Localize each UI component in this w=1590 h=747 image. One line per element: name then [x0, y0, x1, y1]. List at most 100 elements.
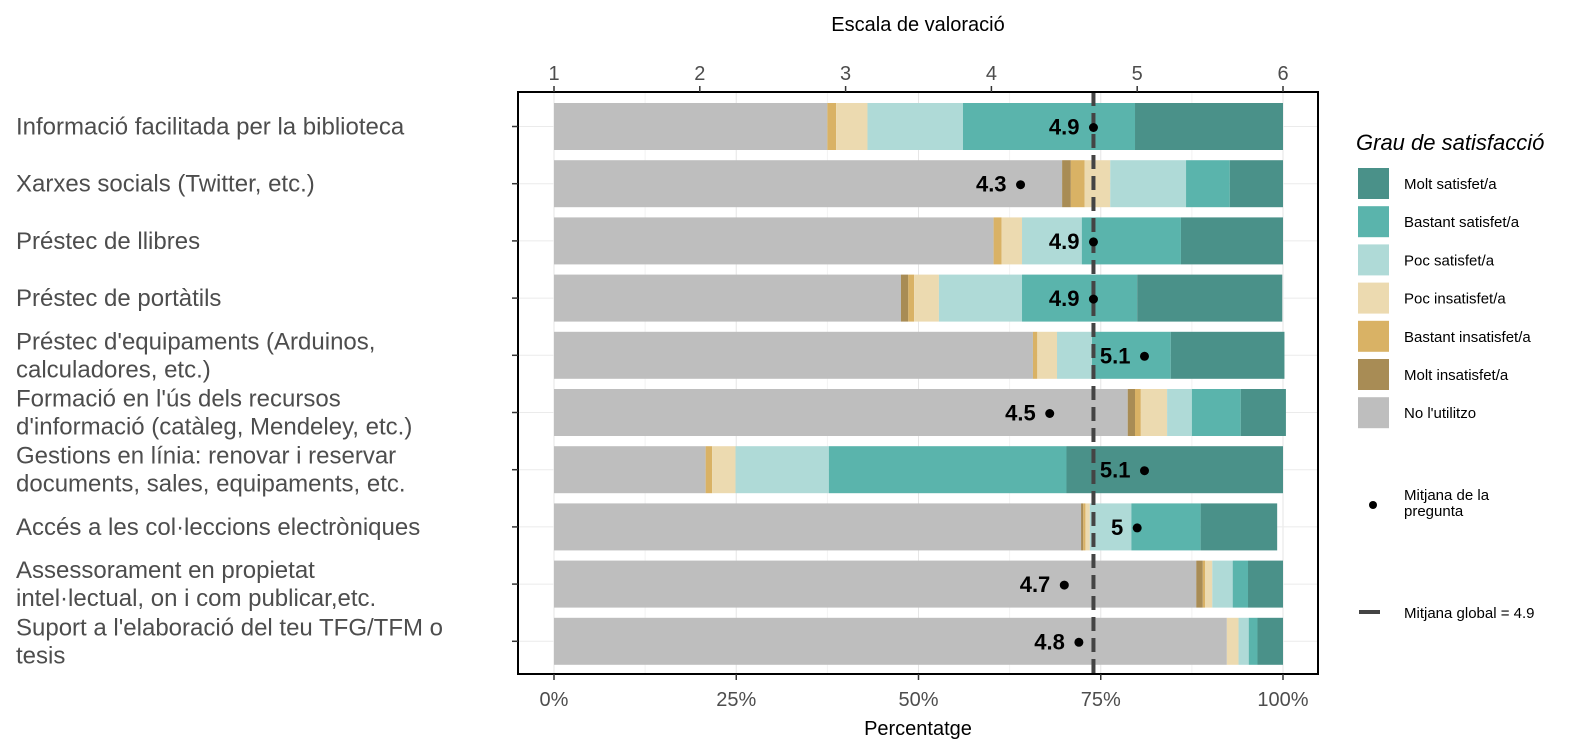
bar-segment — [554, 503, 1081, 550]
bar-segment — [1002, 217, 1022, 264]
bar-segment — [1083, 503, 1085, 550]
mean-label: 4.7 — [1020, 572, 1051, 597]
bar-segment — [1186, 160, 1230, 207]
category-label: Gestions en línia: renovar i reservar doc… — [16, 443, 406, 498]
legend-global-mean-label: Mitjana global = 4.9 — [1404, 605, 1535, 622]
legend-label: Molt satisfet/a — [1404, 176, 1497, 193]
legend-mean-point-label: Mitjana de la pregunta — [1404, 487, 1490, 520]
bar-segment — [1135, 389, 1141, 436]
bottom-tick-label: 0% — [540, 689, 569, 711]
bar-segment — [836, 103, 867, 150]
legend-key — [1358, 359, 1389, 390]
bar-segment — [914, 275, 939, 322]
bottom-tick-label: 25% — [716, 689, 756, 711]
legend-label: No l'utilitzo — [1404, 405, 1476, 422]
bar-segment — [712, 446, 735, 493]
mean-point — [1089, 123, 1098, 132]
bar-segment — [1037, 332, 1057, 379]
legend-key — [1358, 168, 1389, 199]
bar-segment — [939, 275, 1022, 322]
bar-segment — [1085, 503, 1089, 550]
category-label: Préstec d'equipaments (Arduinos, calculad… — [16, 328, 375, 383]
bars — [554, 103, 1286, 665]
mean-label: 5.1 — [1100, 458, 1131, 483]
bar-segment — [1249, 618, 1258, 665]
bar-segment — [908, 275, 914, 322]
bar-segment — [994, 217, 1002, 264]
legend-key — [1358, 321, 1389, 352]
mean-point — [1140, 466, 1149, 475]
bar-segment — [1081, 503, 1083, 550]
mean-point — [1016, 180, 1025, 189]
category-label: Formació en l'ús dels recursos d'informac… — [16, 386, 412, 441]
bar-segment — [554, 561, 1196, 608]
bar-segment — [554, 446, 706, 493]
bar-segment — [901, 275, 908, 322]
legend-label: Molt insatisfet/a — [1404, 367, 1509, 384]
mean-label: 5.1 — [1100, 343, 1131, 368]
category-label: Informació facilitada per la biblioteca — [16, 114, 405, 141]
legend: Grau de satisfacció Molt satisfet/a Basta… — [1356, 130, 1544, 622]
category-label: Assessorament en propietat intel·lectual,… — [16, 557, 376, 612]
bar-segment — [1057, 332, 1092, 379]
legend-label: Poc insatisfet/a — [1404, 291, 1506, 308]
mean-label: 4.3 — [976, 172, 1007, 197]
bar-segment — [736, 446, 829, 493]
legend-key — [1358, 283, 1389, 314]
top-tick-label: 5 — [1132, 63, 1143, 85]
mean-point — [1089, 237, 1098, 246]
top-axis-title: Escala de valoració — [831, 14, 1004, 36]
bar-segment — [1227, 618, 1239, 665]
legend-key — [1358, 397, 1389, 428]
legend-mean-point — [1369, 501, 1377, 509]
bar-segment — [554, 618, 1227, 665]
mean-label: 4.9 — [1049, 286, 1080, 311]
bar-segment — [1230, 160, 1283, 207]
bar-segment — [1022, 275, 1137, 322]
bottom-tick-label: 100% — [1257, 689, 1308, 711]
bar-segment — [1141, 389, 1167, 436]
mean-label: 4.5 — [1005, 401, 1036, 426]
bar-segment — [1110, 160, 1186, 207]
bar-segment — [1033, 332, 1037, 379]
bar-segment — [867, 103, 962, 150]
bar-segment — [1196, 561, 1203, 608]
bar-segment — [1233, 561, 1248, 608]
bar-segment — [1137, 275, 1282, 322]
top-tick-label: 4 — [986, 63, 997, 85]
bar-segment — [1135, 103, 1283, 150]
top-tick-label: 6 — [1277, 63, 1288, 85]
bar-segment — [1248, 561, 1283, 608]
bar-segment — [1181, 217, 1283, 264]
bar-segment — [706, 446, 713, 493]
bar-segment — [1085, 160, 1111, 207]
category-labels: Informació facilitada per la biblioteca X… — [16, 114, 443, 670]
bar-segment — [1241, 389, 1286, 436]
legend-title: Grau de satisfacció — [1356, 130, 1544, 155]
mean-label: 4.8 — [1034, 629, 1065, 654]
mean-point — [1089, 295, 1098, 304]
mean-point — [1074, 638, 1083, 647]
top-tick-label: 2 — [694, 63, 705, 85]
bar-segment — [1071, 160, 1085, 207]
legend-label: Bastant insatisfet/a — [1404, 329, 1531, 346]
mean-point — [1140, 352, 1149, 361]
category-label: Préstec de portàtils — [16, 285, 221, 312]
bar-segment — [1171, 332, 1285, 379]
mean-point — [1060, 581, 1069, 590]
bar-segment — [1131, 503, 1200, 550]
legend-label: Bastant satisfet/a — [1404, 214, 1520, 231]
mean-label: 4.9 — [1049, 115, 1080, 140]
top-tick-label: 3 — [840, 63, 851, 85]
bar-segment — [554, 275, 901, 322]
bar-segment — [1239, 618, 1249, 665]
category-label: Xarxes socials (Twitter, etc.) — [16, 171, 315, 198]
bar-segment — [1257, 618, 1283, 665]
mean-label: 5 — [1111, 515, 1123, 540]
bar-segment — [829, 446, 1067, 493]
bar-segment — [554, 103, 827, 150]
bar-segment — [1205, 561, 1212, 608]
bar-segment — [554, 389, 1128, 436]
